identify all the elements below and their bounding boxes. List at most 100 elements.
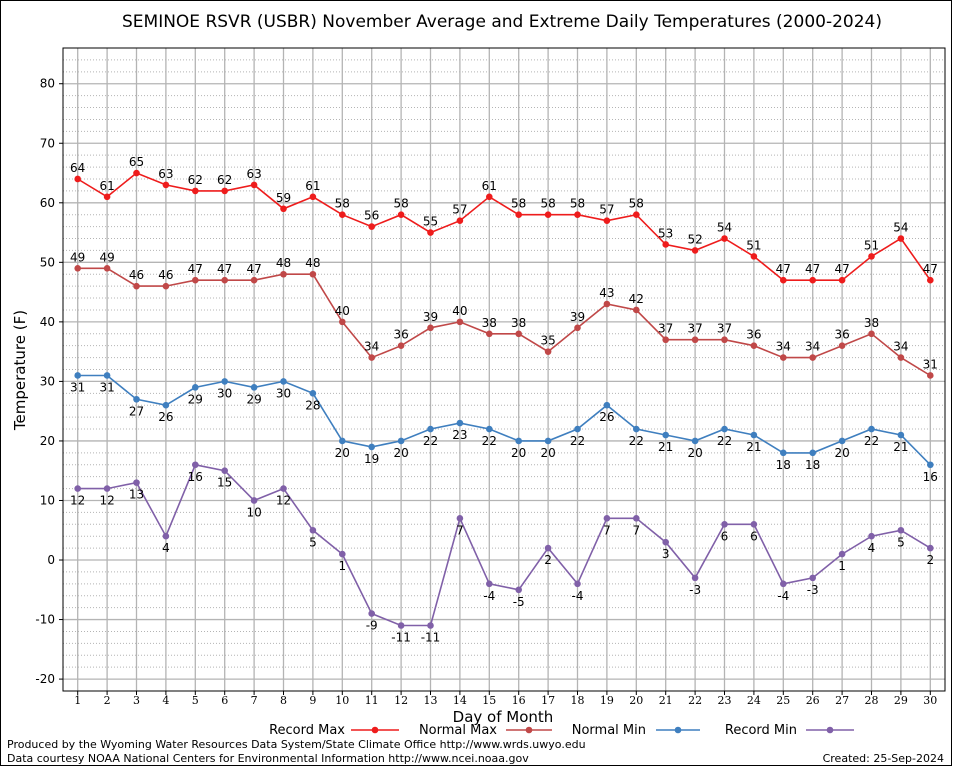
x-tick-label: 18 [571,694,585,707]
normal-min-data-label: 29 [246,392,261,406]
record-min-point [809,574,816,582]
normal-min-point [103,372,111,379]
record-max-data-label: 63 [246,167,261,181]
record-max-data-label: 57 [452,203,467,217]
x-tick-label: 28 [865,694,879,707]
normal-max-data-label: 37 [717,322,732,336]
normal-max-point [309,270,317,278]
y-tick-label: 50 [40,255,55,269]
normal-min-point [397,437,405,445]
record-min-data-label: -4 [572,589,584,603]
legend-label-normal-max: Normal Max [419,723,497,738]
y-tick-label: 10 [40,493,55,507]
record-max-point [103,193,111,201]
normal-max-point [809,354,816,361]
x-tick-label: 19 [600,694,614,707]
record-max-data-label: 52 [687,232,702,246]
normal-min-data-label: 20 [393,446,408,460]
record-max-point [838,276,846,284]
record-min-point [691,574,699,582]
record-max-data-label: 58 [629,197,644,211]
x-tick-label: 13 [424,694,438,707]
normal-min-data-label: 23 [452,428,467,442]
record-min-data-label: 6 [750,529,758,543]
record-max-data-label: 58 [335,197,350,211]
normal-min-data-label: 31 [70,380,85,394]
legend-label-record-min: Record Min [725,723,797,738]
record-max-data-label: 58 [540,197,555,211]
y-tick-label: 0 [47,553,55,567]
record-min-data-label: 3 [662,547,670,561]
record-min-point [280,485,287,492]
record-min-data-label: 7 [456,523,464,537]
record-max-data-label: 58 [570,197,585,211]
record-max-point [721,235,728,242]
normal-max-data-label: 31 [923,357,938,371]
x-tick-label: 21 [659,694,673,707]
x-tick-label: 2 [104,694,111,707]
record-max-point [192,187,199,195]
record-max-data-label: 58 [511,197,526,211]
normal-max-point [633,306,640,314]
normal-max-data-label: 34 [893,340,908,354]
record-min-data-label: 12 [276,494,291,508]
record-max-data-label: 59 [276,191,291,205]
record-min-point [603,515,611,522]
record-max-data-label: 47 [805,262,820,276]
normal-max-data-label: 34 [805,340,820,354]
normal-min-data-label: 20 [335,446,350,460]
normal-max-point [721,336,728,344]
normal-max-point [162,282,170,290]
normal-min-data-label: 19 [364,452,379,466]
x-tick-label: 14 [453,694,467,707]
record-min-point [486,580,493,588]
normal-min-data-label: 29 [188,392,203,406]
record-max-point [280,205,287,213]
x-tick-label: 7 [251,694,258,707]
legend: Record Max Normal Max Normal Min Record Min [269,723,854,738]
normal-min-data-label: 22 [717,434,732,448]
normal-min-data-label: 22 [629,434,644,448]
record-min-point [544,544,552,552]
record-max-data-label: 47 [776,262,791,276]
normal-max-data-label: 47 [217,262,232,276]
x-tick-label: 8 [280,694,287,707]
normal-min-data-label: 16 [923,470,938,484]
normal-max-point [192,276,199,284]
normal-max-data-label: 38 [864,316,879,330]
record-min-point [721,520,728,528]
normal-min-point [221,378,228,385]
normal-max-point [927,372,934,379]
record-min-point [133,479,140,486]
minor-grid [63,47,945,692]
chart-title: SEMINOE RSVR (USBR) November Average and… [122,12,882,32]
record-min-point [515,586,522,594]
normal-max-data-label: 36 [393,328,408,342]
normal-max-point [603,300,611,308]
record-min-data-label: 1 [838,559,846,573]
normal-max-data-label: 40 [452,304,467,318]
x-tick-label: 23 [718,694,732,707]
normal-max-data-label: 35 [540,334,555,348]
normal-max-data-label: 40 [335,304,350,318]
record-min-data-label: 4 [868,541,876,555]
record-max-data-label: 57 [599,203,614,217]
normal-max-point [456,318,464,326]
record-min-point [397,622,405,629]
record-max-line [77,172,931,282]
record-min-point [427,622,434,629]
normal-max-point [544,348,552,355]
x-tick-label: 3 [133,694,140,707]
normal-max-point [691,336,699,344]
record-max-data-label: 54 [893,221,908,235]
normal-max-data-label: 36 [746,328,761,342]
normal-max-data-label: 36 [834,328,849,342]
record-max-data-label: 62 [188,173,203,187]
record-max-point [339,211,346,219]
x-tick-label: 9 [309,694,316,707]
normal-min-point [897,431,905,439]
normal-min-data-label: 22 [570,434,585,448]
normal-min-point [544,437,552,445]
record-max-point [309,193,317,201]
